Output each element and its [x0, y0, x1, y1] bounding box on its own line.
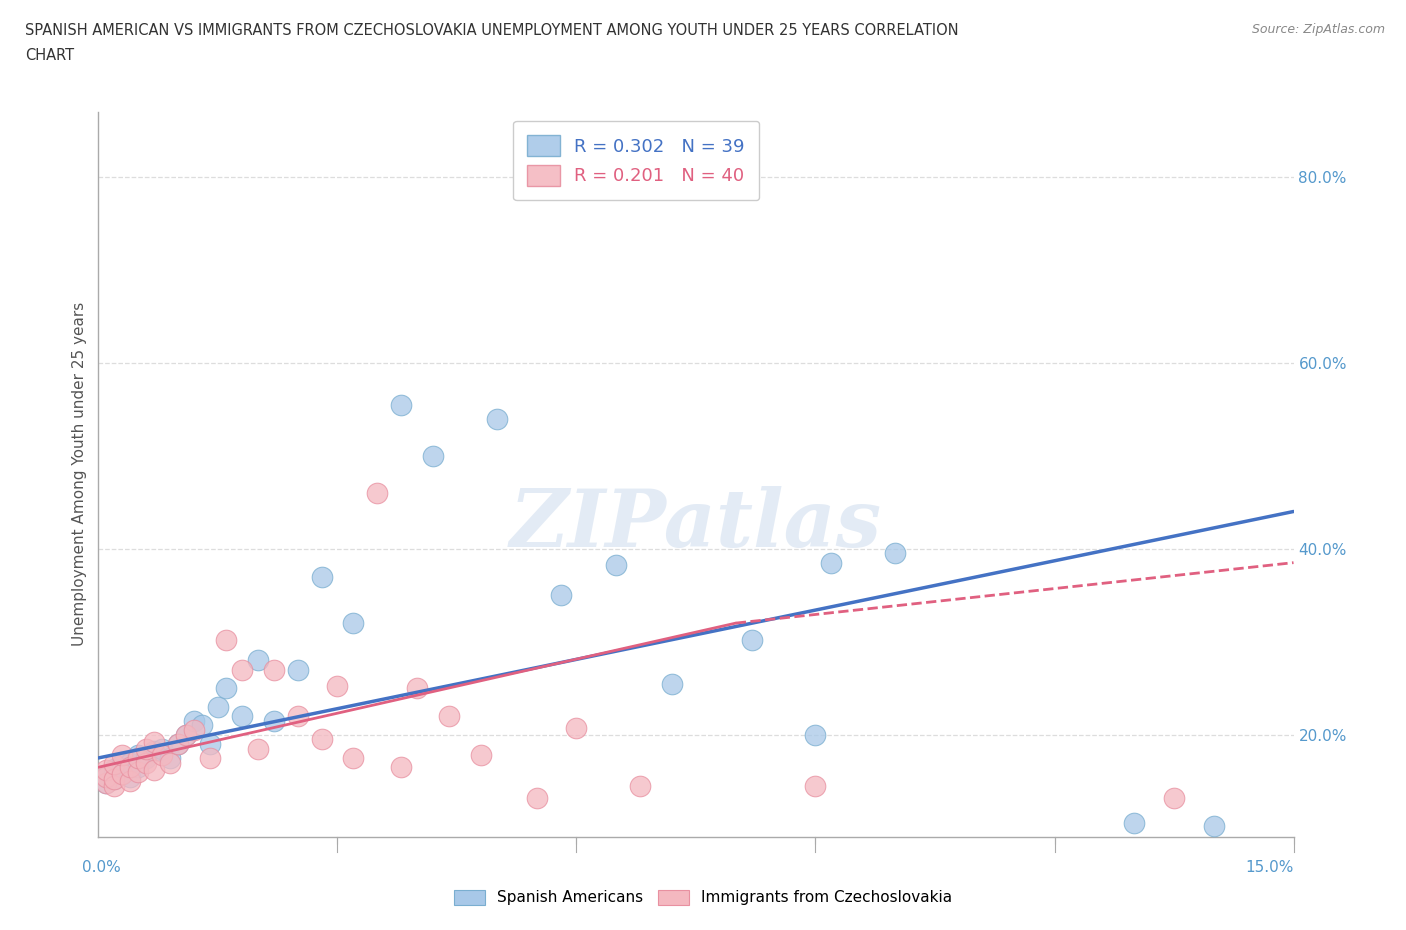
- Point: [135, 741, 157, 756]
- Point: [143, 735, 166, 750]
- Text: ZIPatlas: ZIPatlas: [510, 486, 882, 564]
- Point: [103, 762, 125, 777]
- Point: [127, 748, 149, 763]
- Point: [198, 751, 221, 765]
- Point: [111, 766, 134, 781]
- Point: [135, 751, 157, 765]
- Point: [804, 727, 827, 742]
- Point: [526, 790, 548, 805]
- Point: [741, 632, 763, 647]
- Point: [103, 778, 125, 793]
- Point: [120, 760, 142, 775]
- Point: [437, 709, 460, 724]
- Point: [246, 741, 269, 756]
- Point: [804, 778, 827, 793]
- Point: [406, 681, 429, 696]
- Point: [231, 709, 253, 724]
- Point: [287, 662, 309, 677]
- Point: [550, 588, 572, 603]
- Point: [143, 763, 166, 777]
- Legend: R = 0.302   N = 39, R = 0.201   N = 40: R = 0.302 N = 39, R = 0.201 N = 40: [513, 121, 759, 200]
- Point: [485, 411, 508, 426]
- Point: [215, 632, 238, 647]
- Point: [120, 774, 142, 789]
- Point: [1163, 790, 1185, 805]
- Point: [159, 755, 181, 770]
- Point: [96, 763, 118, 777]
- Legend: Spanish Americans, Immigrants from Czechoslovakia: Spanish Americans, Immigrants from Czech…: [441, 877, 965, 918]
- Text: SPANISH AMERICAN VS IMMIGRANTS FROM CZECHOSLOVAKIA UNEMPLOYMENT AMONG YOUTH UNDE: SPANISH AMERICAN VS IMMIGRANTS FROM CZEC…: [25, 23, 959, 38]
- Point: [311, 569, 333, 584]
- Point: [96, 769, 118, 784]
- Point: [103, 772, 125, 787]
- Point: [96, 769, 118, 784]
- Point: [111, 766, 134, 781]
- Point: [120, 769, 142, 784]
- Point: [183, 723, 205, 737]
- Point: [287, 709, 309, 724]
- Point: [628, 778, 651, 793]
- Point: [111, 757, 134, 772]
- Point: [127, 760, 149, 775]
- Point: [884, 546, 907, 561]
- Point: [231, 662, 253, 677]
- Point: [326, 679, 349, 694]
- Point: [103, 772, 125, 787]
- Point: [120, 755, 142, 770]
- Point: [127, 764, 149, 779]
- Point: [470, 748, 492, 763]
- Point: [605, 557, 627, 572]
- Point: [103, 757, 125, 772]
- Text: 15.0%: 15.0%: [1246, 860, 1294, 875]
- Point: [342, 751, 364, 765]
- Point: [263, 662, 285, 677]
- Point: [135, 755, 157, 770]
- Point: [150, 748, 173, 763]
- Point: [174, 727, 197, 742]
- Point: [389, 397, 412, 412]
- Point: [96, 776, 118, 790]
- Point: [167, 737, 190, 751]
- Point: [820, 555, 842, 570]
- Point: [1123, 816, 1146, 830]
- Point: [246, 653, 269, 668]
- Point: [207, 699, 229, 714]
- Point: [127, 751, 149, 765]
- Point: [389, 760, 412, 775]
- Point: [366, 485, 388, 500]
- Point: [198, 737, 221, 751]
- Point: [215, 681, 238, 696]
- Point: [96, 776, 118, 790]
- Y-axis label: Unemployment Among Youth under 25 years: Unemployment Among Youth under 25 years: [72, 302, 87, 646]
- Point: [263, 713, 285, 728]
- Point: [422, 448, 444, 463]
- Point: [183, 713, 205, 728]
- Point: [143, 744, 166, 759]
- Point: [111, 748, 134, 763]
- Point: [167, 737, 190, 751]
- Point: [342, 616, 364, 631]
- Point: [159, 751, 181, 765]
- Point: [311, 732, 333, 747]
- Point: [661, 676, 683, 691]
- Text: CHART: CHART: [25, 48, 75, 63]
- Point: [1202, 818, 1225, 833]
- Point: [565, 721, 588, 736]
- Point: [150, 741, 173, 756]
- Text: Source: ZipAtlas.com: Source: ZipAtlas.com: [1251, 23, 1385, 36]
- Text: 0.0%: 0.0%: [83, 860, 121, 875]
- Point: [191, 718, 214, 733]
- Point: [174, 727, 197, 742]
